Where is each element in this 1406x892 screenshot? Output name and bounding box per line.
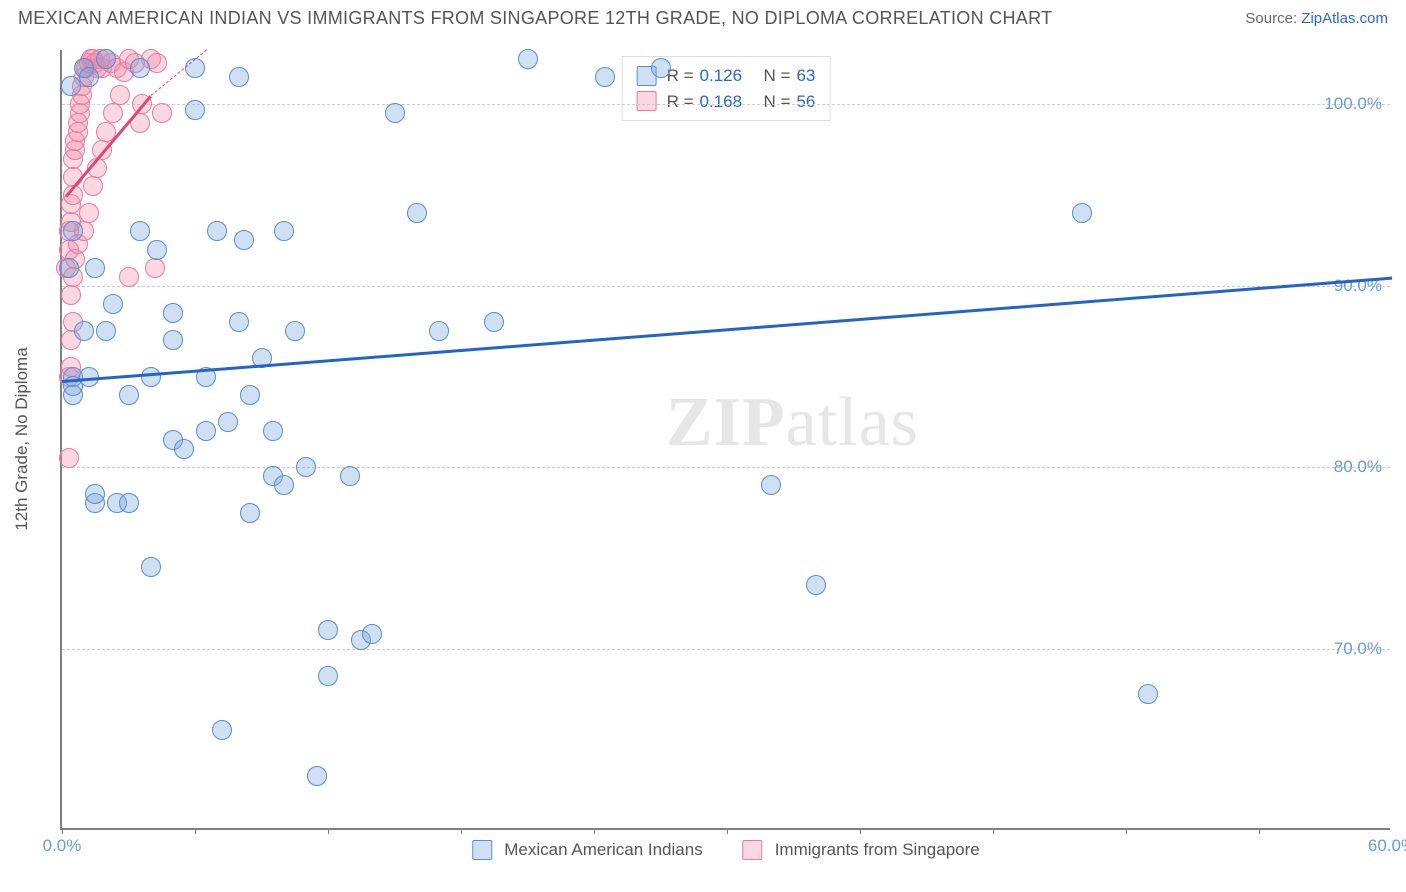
xtick-label: 60.0% — [1368, 836, 1406, 856]
data-point-a — [362, 624, 382, 644]
series-legend: Mexican American Indians Immigrants from… — [472, 840, 979, 860]
data-point-a — [240, 385, 260, 405]
xtick-mark — [860, 828, 861, 834]
data-point-a — [318, 666, 338, 686]
data-point-a — [651, 58, 671, 78]
data-point-a — [103, 294, 123, 314]
data-point-a — [59, 258, 79, 278]
xtick-mark — [993, 828, 994, 834]
data-point-a — [96, 49, 116, 69]
xtick-mark — [328, 828, 329, 834]
page-title: MEXICAN AMERICAN INDIAN VS IMMIGRANTS FR… — [18, 8, 1052, 29]
data-point-a — [385, 103, 405, 123]
data-point-a — [141, 367, 161, 387]
data-point-b — [59, 448, 79, 468]
data-point-a — [85, 258, 105, 278]
data-point-a — [274, 475, 294, 495]
data-point-a — [218, 412, 238, 432]
xtick-mark — [461, 828, 462, 834]
data-point-a — [207, 221, 227, 241]
data-point-a — [285, 321, 305, 341]
swatch-b — [637, 91, 657, 111]
gridline — [62, 467, 1390, 468]
data-point-b — [152, 103, 172, 123]
data-point-a — [119, 385, 139, 405]
data-point-a — [63, 221, 83, 241]
data-point-b — [61, 285, 81, 305]
data-point-a — [229, 312, 249, 332]
data-point-a — [340, 466, 360, 486]
data-point-a — [185, 100, 205, 120]
ytick-label: 100.0% — [1324, 94, 1382, 114]
data-point-a — [407, 203, 427, 223]
data-point-a — [74, 321, 94, 341]
xtick-mark — [195, 828, 196, 834]
data-point-b — [103, 103, 123, 123]
data-point-a — [240, 503, 260, 523]
data-point-a — [274, 221, 294, 241]
gridline — [62, 104, 1390, 105]
correlation-chart: ZIPatlas R = 0.126 N = 63 R = 0.168 N = … — [60, 50, 1390, 830]
data-point-a — [163, 330, 183, 350]
source-link[interactable]: ZipAtlas.com — [1301, 10, 1388, 27]
ytick-label: 70.0% — [1334, 639, 1382, 659]
y-axis-label: 12th Grade, No Diploma — [12, 347, 32, 530]
data-point-a — [429, 321, 449, 341]
swatch-b-icon — [743, 840, 763, 860]
data-point-a — [234, 230, 254, 250]
data-point-b — [145, 258, 165, 278]
data-point-a — [130, 58, 150, 78]
data-point-a — [119, 493, 139, 513]
gridline — [62, 649, 1390, 650]
source-attribution: Source: ZipAtlas.com — [1245, 10, 1388, 27]
legend-item-a: Mexican American Indians — [472, 840, 702, 860]
gridline — [62, 286, 1390, 287]
xtick-mark — [594, 828, 595, 834]
data-point-a — [318, 620, 338, 640]
data-point-a — [63, 385, 83, 405]
data-point-b — [110, 85, 130, 105]
data-point-a — [141, 557, 161, 577]
xtick-mark — [62, 828, 63, 834]
data-point-a — [96, 321, 116, 341]
xtick-label: 0.0% — [43, 836, 82, 856]
xtick-mark — [1126, 828, 1127, 834]
data-point-a — [263, 421, 283, 441]
xtick-mark — [727, 828, 728, 834]
data-point-a — [196, 421, 216, 441]
data-point-a — [518, 49, 538, 69]
data-point-a — [212, 720, 232, 740]
trendline — [62, 277, 1392, 383]
xtick-mark — [1259, 828, 1260, 834]
data-point-b — [119, 267, 139, 287]
data-point-a — [307, 766, 327, 786]
legend-item-b: Immigrants from Singapore — [743, 840, 980, 860]
swatch-a-icon — [472, 840, 492, 860]
data-point-a — [595, 67, 615, 87]
data-point-a — [85, 484, 105, 504]
watermark: ZIPatlas — [666, 383, 919, 463]
data-point-a — [174, 439, 194, 459]
data-point-a — [130, 221, 150, 241]
data-point-b — [79, 203, 99, 223]
stats-row-b: R = 0.168 N = 56 — [637, 89, 816, 115]
data-point-b — [147, 53, 167, 73]
data-point-a — [296, 457, 316, 477]
data-point-a — [484, 312, 504, 332]
data-point-a — [163, 303, 183, 323]
data-point-a — [185, 58, 205, 78]
data-point-a — [229, 67, 249, 87]
ytick-label: 80.0% — [1334, 457, 1382, 477]
data-point-a — [806, 575, 826, 595]
data-point-a — [147, 240, 167, 260]
data-point-a — [1138, 684, 1158, 704]
data-point-a — [1072, 203, 1092, 223]
data-point-b — [83, 176, 103, 196]
plot-area: ZIPatlas R = 0.126 N = 63 R = 0.168 N = … — [60, 50, 1390, 830]
data-point-a — [761, 475, 781, 495]
data-point-a — [79, 67, 99, 87]
